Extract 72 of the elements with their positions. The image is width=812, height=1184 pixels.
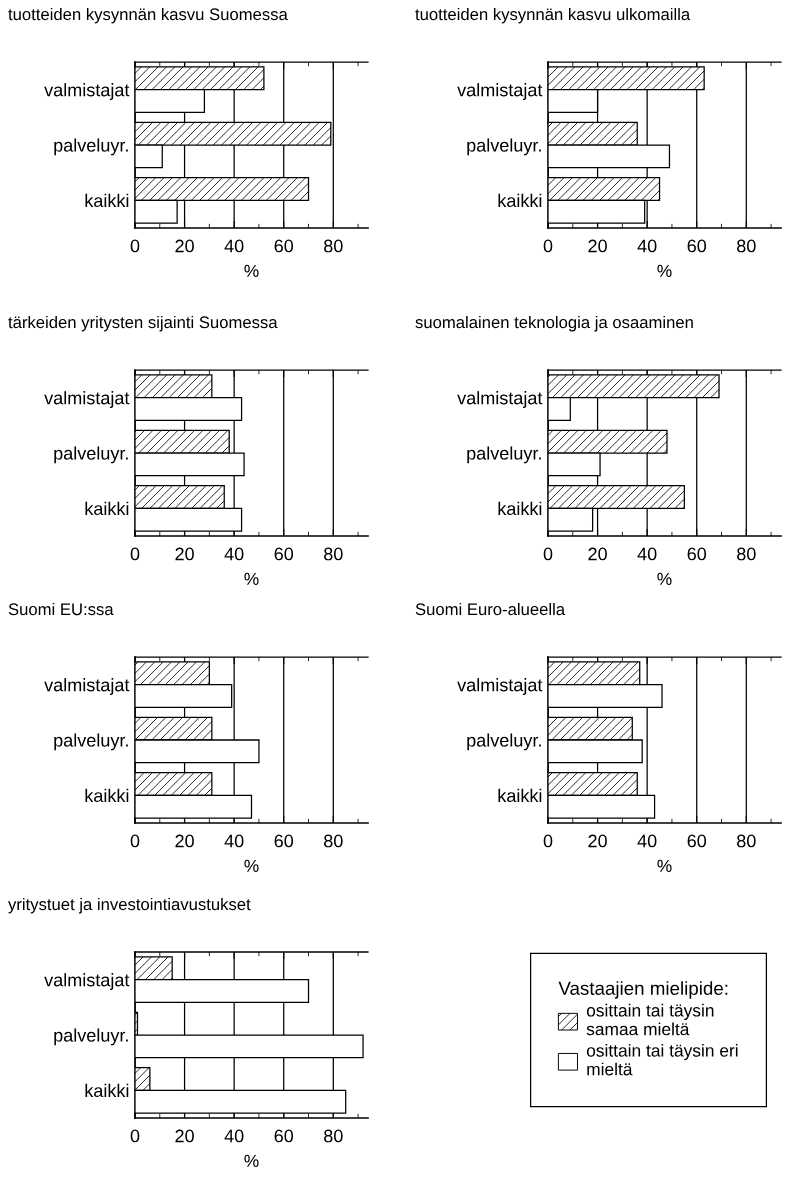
y-tick-label: kaikki <box>85 501 129 516</box>
x-tick-label: 0 <box>543 834 553 848</box>
x-axis-title: % <box>244 264 259 277</box>
x-tick-label: 60 <box>687 834 707 848</box>
y-tick-label: palveluyr. <box>467 138 541 156</box>
y-tick-label: kaikki <box>85 1083 129 1098</box>
x-tick-label: 0 <box>543 547 553 561</box>
x-tick-label: 40 <box>224 1129 244 1143</box>
y-tick-label: kaikki <box>85 788 129 803</box>
y-tick-label: palveluyr. <box>54 733 128 751</box>
x-tick-label: 0 <box>130 239 140 253</box>
y-tick-label: palveluyr. <box>54 1028 128 1046</box>
chart-title: Suomi EU:ssa <box>8 602 114 616</box>
chart-title: tuotteiden kysynnän kasvu Suomessa <box>8 7 288 24</box>
y-tick-label: valmistajat <box>44 391 130 408</box>
legend-title: Vastaajien mielipide: <box>558 981 728 999</box>
x-tick-label: 40 <box>224 547 244 561</box>
y-tick-label: palveluyr. <box>54 446 128 464</box>
x-tick-label: 60 <box>274 239 294 253</box>
x-tick-label: 60 <box>687 239 707 253</box>
x-tick-label: 20 <box>175 547 194 561</box>
x-tick-label: 20 <box>175 239 194 253</box>
x-tick-label: 20 <box>588 834 607 848</box>
x-tick-label: 40 <box>224 834 244 848</box>
x-tick-label: 20 <box>588 239 607 253</box>
chart-title: Suomi Euro-alueella <box>415 602 566 616</box>
x-axis-title: % <box>244 572 259 585</box>
chart-title: tärkeiden yritysten sijainti Suomessa <box>8 315 278 332</box>
x-tick-label: 80 <box>324 239 343 253</box>
x-tick-label: 0 <box>543 239 553 253</box>
y-tick-label: kaikki <box>85 193 129 208</box>
x-tick-label: 20 <box>175 1129 194 1143</box>
x-tick-label: 80 <box>324 834 343 848</box>
y-tick-label: valmistajat <box>44 973 130 990</box>
x-tick-label: 80 <box>737 239 756 253</box>
x-axis-title: % <box>244 1154 259 1167</box>
x-tick-label: 0 <box>130 547 140 561</box>
y-tick-label: palveluyr. <box>54 138 128 156</box>
legend-label: osittain tai täysin eri mieltä <box>586 1043 738 1076</box>
x-tick-label: 40 <box>637 547 657 561</box>
x-axis-title: % <box>244 859 259 872</box>
x-tick-label: 60 <box>274 547 294 561</box>
x-tick-label: 60 <box>687 547 707 561</box>
chart-title: tuotteiden kysynnän kasvu ulkomailla <box>415 7 691 24</box>
y-tick-label: kaikki <box>498 501 542 516</box>
x-tick-label: 80 <box>324 1129 343 1143</box>
y-tick-label: kaikki <box>498 788 542 803</box>
x-axis-title: % <box>657 859 672 872</box>
x-tick-label: 40 <box>637 239 657 253</box>
x-tick-label: 20 <box>175 834 194 848</box>
y-tick-label: palveluyr. <box>467 733 541 751</box>
chart-title: yritystuet ja investointiavustukset <box>8 897 251 914</box>
y-tick-label: palveluyr. <box>467 446 541 464</box>
y-tick-label: valmistajat <box>457 83 543 100</box>
chart-title: suomalainen teknologia ja osaaminen <box>415 315 693 332</box>
x-tick-label: 40 <box>637 834 657 848</box>
y-tick-label: valmistajat <box>44 83 130 100</box>
x-tick-label: 0 <box>130 834 140 848</box>
x-tick-label: 60 <box>274 1129 294 1143</box>
x-axis-title: % <box>657 572 672 585</box>
x-tick-label: 40 <box>224 239 244 253</box>
y-tick-label: valmistajat <box>457 391 543 408</box>
y-tick-label: kaikki <box>498 193 542 208</box>
x-tick-label: 20 <box>588 547 607 561</box>
y-tick-label: valmistajat <box>457 678 543 695</box>
x-tick-label: 0 <box>130 1129 140 1143</box>
x-tick-label: 60 <box>274 834 294 848</box>
y-tick-label: valmistajat <box>44 678 130 695</box>
x-tick-label: 80 <box>737 834 756 848</box>
x-axis-title: % <box>657 264 672 277</box>
x-tick-label: 80 <box>324 547 343 561</box>
x-tick-label: 80 <box>737 547 756 561</box>
